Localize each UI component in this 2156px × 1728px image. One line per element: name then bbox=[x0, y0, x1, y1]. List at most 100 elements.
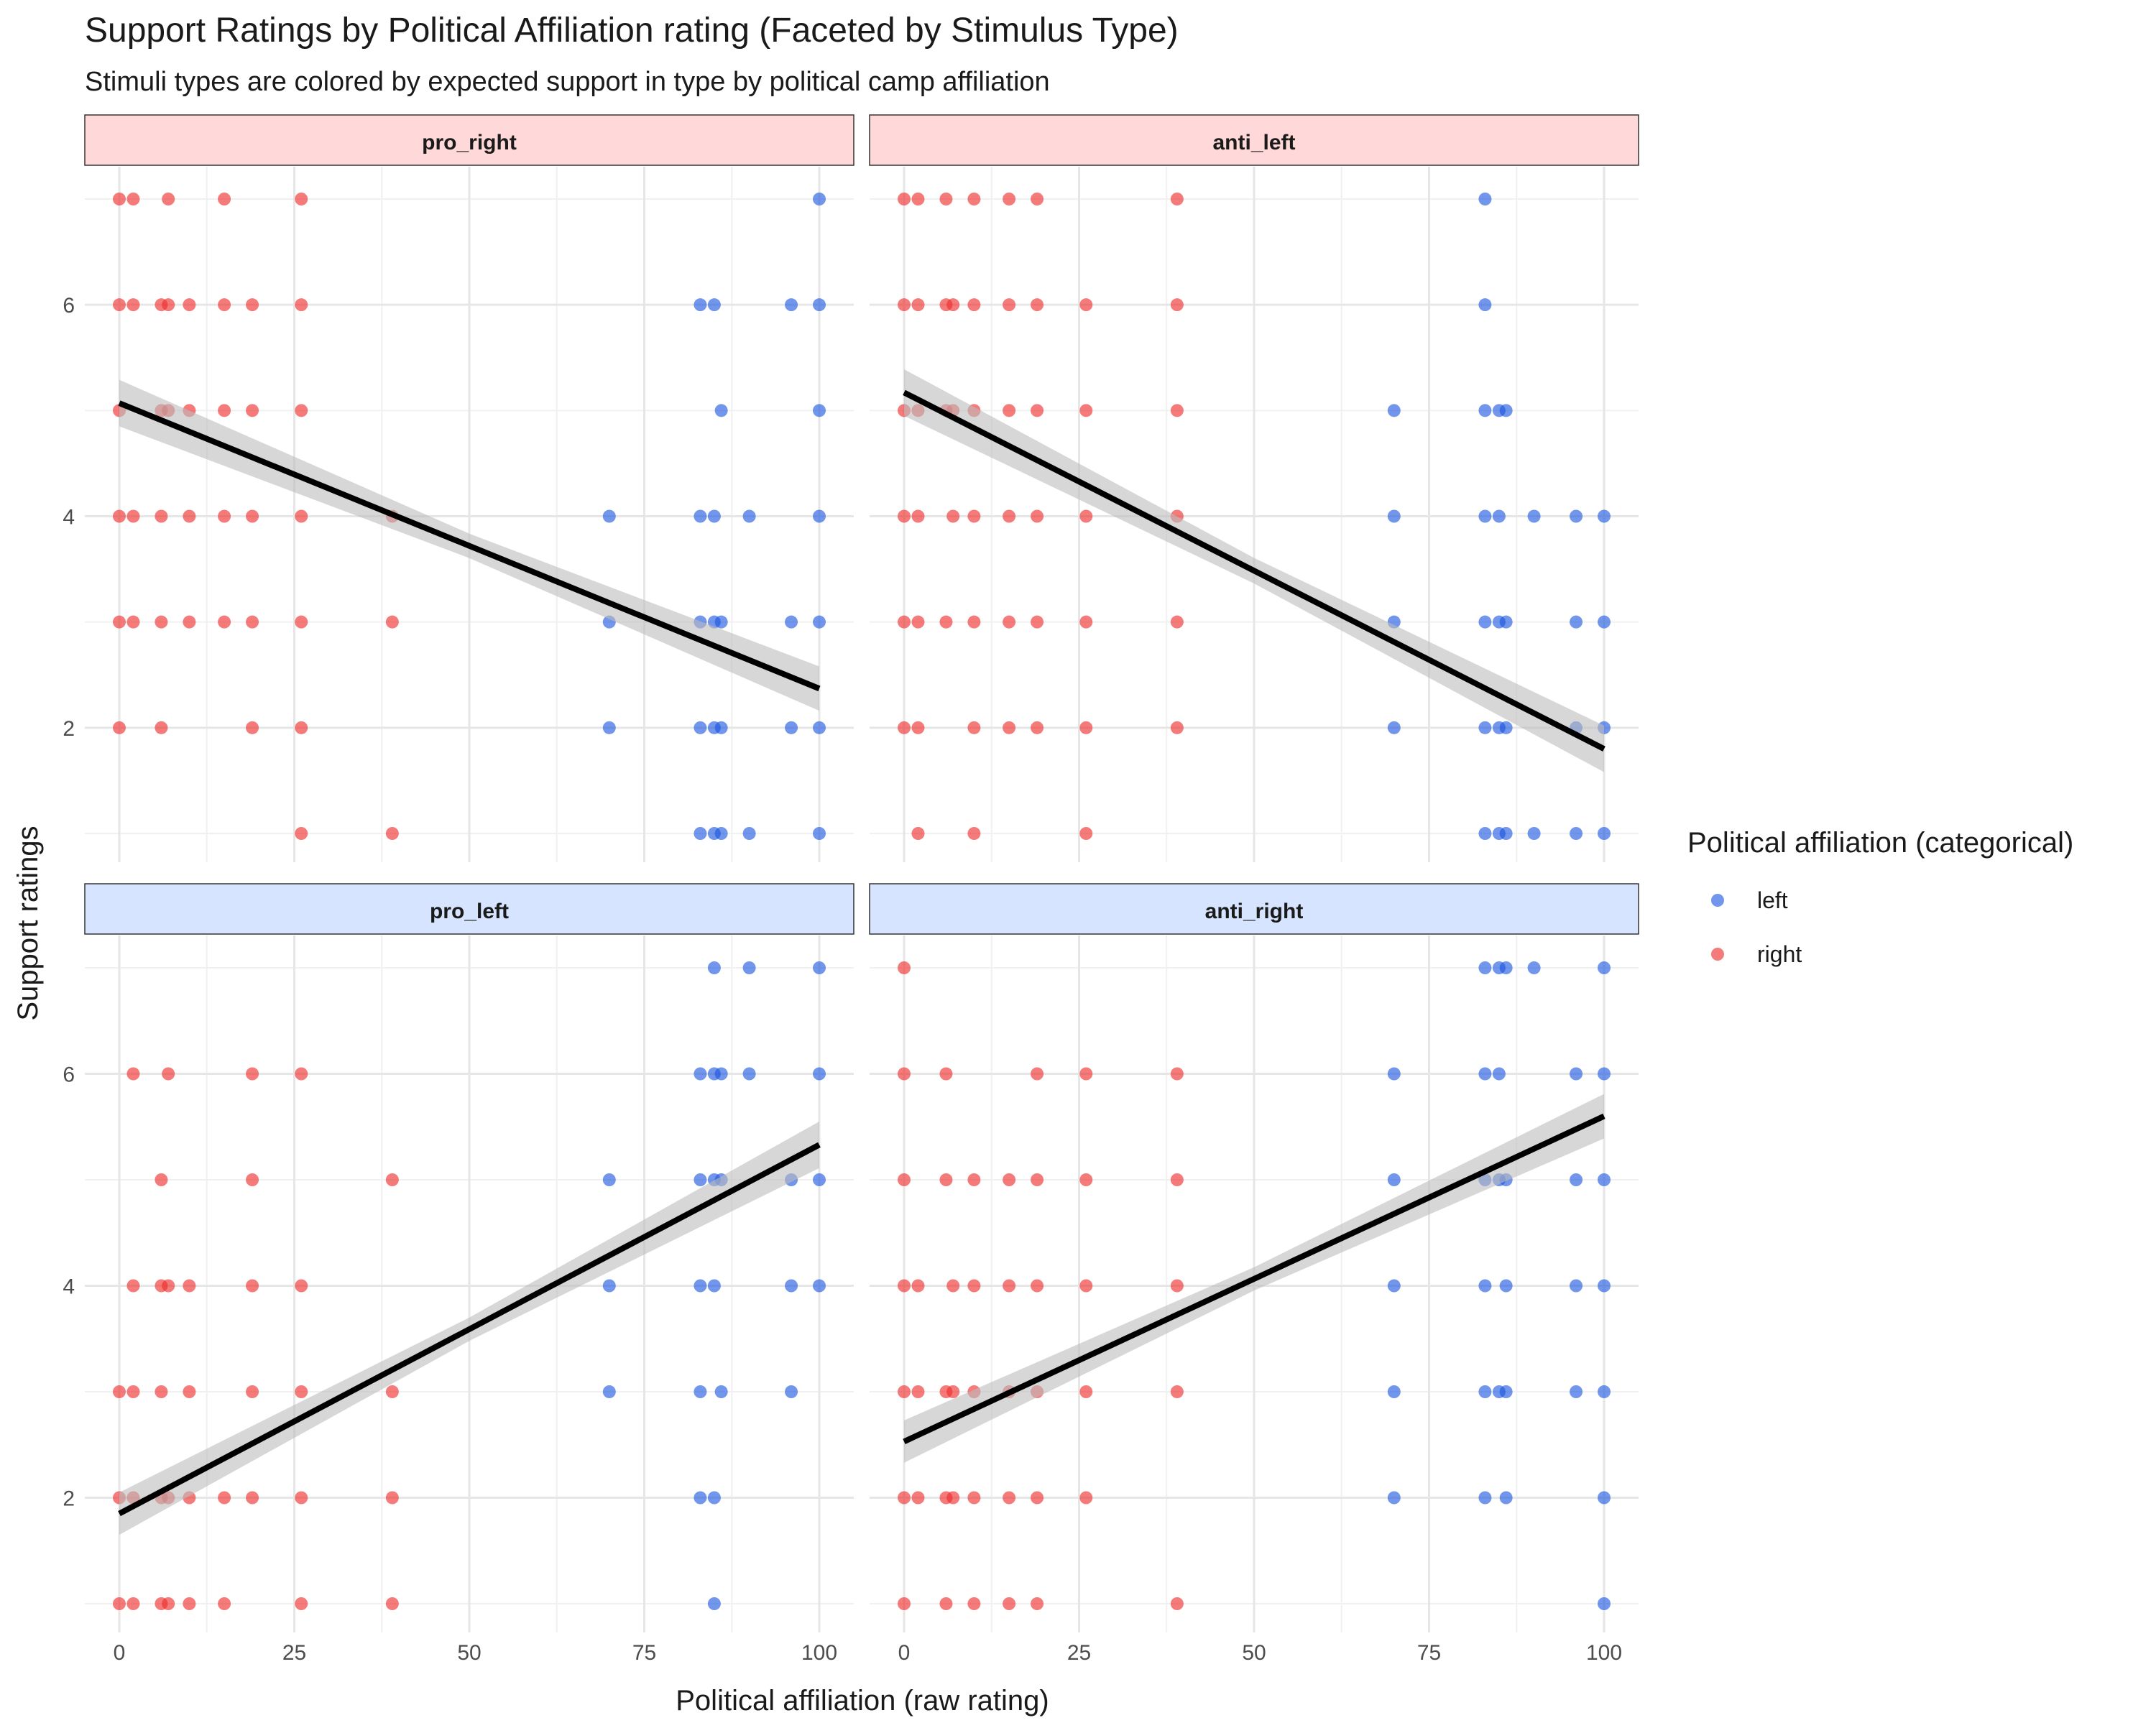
y-tick-label: 4 bbox=[63, 1275, 75, 1299]
point-left bbox=[707, 298, 721, 312]
point-right bbox=[295, 298, 308, 312]
facet-strip bbox=[84, 114, 854, 166]
regression-line bbox=[118, 400, 821, 692]
point-left bbox=[742, 509, 756, 523]
point-right bbox=[385, 827, 399, 840]
point-left bbox=[602, 1173, 616, 1186]
point-left bbox=[1478, 615, 1492, 629]
point-right bbox=[385, 1385, 399, 1398]
gridlines bbox=[870, 167, 1639, 862]
point-right bbox=[1079, 298, 1093, 312]
point-left bbox=[714, 721, 728, 734]
point-right bbox=[295, 721, 308, 734]
point-left bbox=[694, 827, 707, 840]
point-right bbox=[1003, 1173, 1016, 1186]
point-right bbox=[967, 615, 981, 629]
point-left bbox=[1387, 1173, 1401, 1186]
facet-strip bbox=[869, 114, 1639, 166]
point-right bbox=[183, 1279, 196, 1293]
point-right bbox=[162, 1279, 175, 1293]
x-tick-label: 25 bbox=[1067, 1641, 1091, 1665]
legend-item-right: right bbox=[1711, 941, 1802, 967]
point-left bbox=[694, 721, 707, 734]
point-right bbox=[246, 298, 259, 312]
point-right bbox=[946, 1385, 960, 1398]
point-right bbox=[155, 1385, 168, 1398]
point-left bbox=[602, 1279, 616, 1293]
point-right bbox=[385, 1491, 399, 1505]
point-right bbox=[126, 1597, 140, 1610]
x-axis-title: Political affiliation (raw rating) bbox=[676, 1685, 1049, 1717]
point-right bbox=[939, 1067, 953, 1081]
point-right bbox=[1003, 193, 1016, 205]
point-left bbox=[785, 1279, 798, 1293]
point-right bbox=[939, 1173, 953, 1186]
regression-line bbox=[118, 1142, 821, 1517]
gridlines bbox=[85, 167, 854, 862]
point-right bbox=[218, 1491, 231, 1505]
point-right bbox=[295, 615, 308, 629]
point-right bbox=[246, 615, 259, 629]
point-right bbox=[113, 193, 126, 205]
legend-items: left right bbox=[1711, 887, 1802, 967]
point-right bbox=[218, 509, 231, 523]
point-right bbox=[183, 509, 196, 523]
point-left bbox=[813, 1279, 826, 1293]
point-right bbox=[1003, 615, 1016, 629]
point-right bbox=[1079, 615, 1093, 629]
point-left bbox=[694, 298, 707, 312]
point-right bbox=[967, 1279, 981, 1293]
y-tick-label: 4 bbox=[63, 506, 75, 530]
point-right bbox=[162, 298, 175, 312]
point-right bbox=[113, 298, 126, 312]
y-tick-label: 2 bbox=[63, 717, 75, 741]
point-right bbox=[1170, 1597, 1184, 1610]
point-right bbox=[898, 1385, 911, 1398]
point-left bbox=[742, 827, 756, 840]
point-left bbox=[1527, 509, 1541, 523]
point-right bbox=[113, 615, 126, 629]
legend-label: right bbox=[1757, 941, 1802, 967]
point-left bbox=[813, 827, 826, 840]
point-left bbox=[1598, 1173, 1611, 1186]
point-right bbox=[946, 1279, 960, 1293]
legend: Political affiliation (categorical) left… bbox=[1687, 827, 2073, 967]
point-left bbox=[1492, 509, 1506, 523]
point-right bbox=[385, 1597, 399, 1610]
points bbox=[113, 193, 826, 840]
chart-subtitle: Stimuli types are colored by expected su… bbox=[85, 67, 1050, 97]
point-right bbox=[911, 721, 925, 734]
point-left bbox=[694, 1067, 707, 1081]
point-left bbox=[1499, 615, 1513, 629]
point-right bbox=[295, 1597, 308, 1610]
point-right bbox=[183, 298, 196, 312]
point-left bbox=[707, 1279, 721, 1293]
regression-line bbox=[903, 389, 1606, 752]
point-right bbox=[1003, 721, 1016, 734]
point-left bbox=[707, 1491, 721, 1505]
point-right bbox=[1079, 1385, 1093, 1398]
point-right bbox=[246, 1385, 259, 1398]
point-right bbox=[967, 1491, 981, 1505]
point-right bbox=[967, 193, 981, 205]
point-left bbox=[694, 1491, 707, 1505]
point-right bbox=[1031, 721, 1044, 734]
point-right bbox=[218, 404, 231, 417]
legend-item-left: left bbox=[1711, 887, 1788, 913]
point-right bbox=[162, 193, 175, 205]
point-right bbox=[155, 1173, 168, 1186]
point-left bbox=[1570, 1279, 1583, 1293]
facets: pro_right 2 4 6 anti_left pro_left 2 4 6 0 25 50 75 1… bbox=[63, 114, 1639, 1665]
point-right bbox=[295, 1385, 308, 1398]
point-right bbox=[1003, 1279, 1016, 1293]
point-right bbox=[911, 509, 925, 523]
point-left bbox=[813, 193, 826, 205]
point-left bbox=[1598, 961, 1611, 974]
point-right bbox=[1170, 193, 1184, 205]
point-left bbox=[694, 1385, 707, 1398]
point-left bbox=[1598, 1279, 1611, 1293]
point-left bbox=[1499, 404, 1513, 417]
point-left bbox=[1478, 509, 1492, 523]
point-right bbox=[162, 1067, 175, 1081]
point-right bbox=[218, 615, 231, 629]
